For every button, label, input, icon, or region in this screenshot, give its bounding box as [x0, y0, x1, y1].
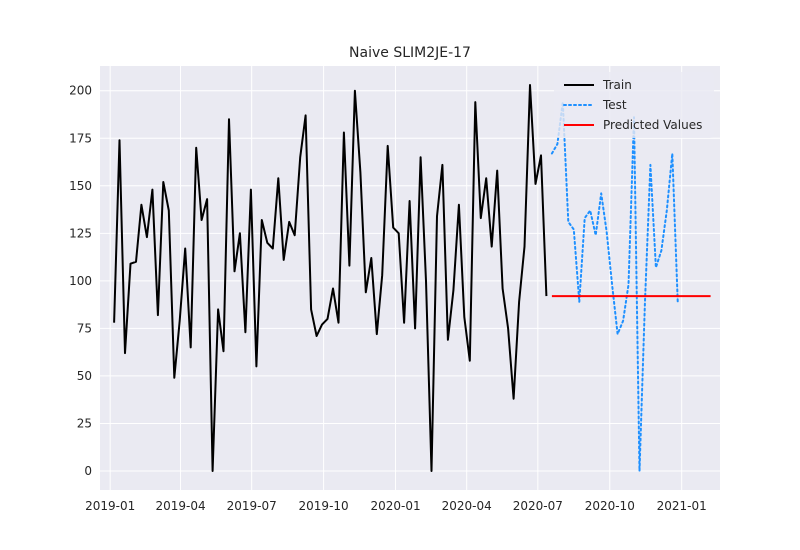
y-tick-label: 100 — [69, 274, 92, 288]
x-tick-label: 2019-01 — [85, 499, 135, 513]
y-tick-label: 0 — [84, 464, 92, 478]
x-tick-label: 2020-01 — [370, 499, 420, 513]
x-tick-label: 2020-04 — [442, 499, 492, 513]
tick-labels: 0 25 50 75 100 125 150 175 200 2019-01 2019-04 2019… — [69, 84, 707, 513]
y-tick-label: 150 — [69, 179, 92, 193]
grid — [100, 66, 720, 490]
series-line-train — [113, 84, 548, 472]
series-line-test — [550, 101, 679, 472]
legend: Train Test Predicted Values — [554, 72, 714, 138]
y-tick-label: 175 — [69, 131, 92, 145]
legend-label: Predicted Values — [603, 118, 702, 132]
legend-label: Test — [602, 98, 627, 112]
x-tick-label: 2019-10 — [299, 499, 349, 513]
x-tick-label: 2019-04 — [155, 499, 205, 513]
x-tick-label: 2019-07 — [227, 499, 277, 513]
y-tick-label: 200 — [69, 84, 92, 98]
x-tick-label: 2020-07 — [513, 499, 563, 513]
x-tick-label: 2021-01 — [657, 499, 707, 513]
legend-label: Train — [602, 78, 632, 92]
series-layer — [113, 84, 711, 472]
y-tick-label: 75 — [77, 321, 92, 335]
chart-title: Naive SLIM2JE-17 — [349, 45, 471, 61]
y-tick-label: 50 — [77, 369, 92, 383]
x-tick-label: 2020-10 — [585, 499, 635, 513]
legend-box — [554, 72, 714, 138]
y-tick-label: 25 — [77, 416, 92, 430]
y-tick-label: 125 — [69, 226, 92, 240]
